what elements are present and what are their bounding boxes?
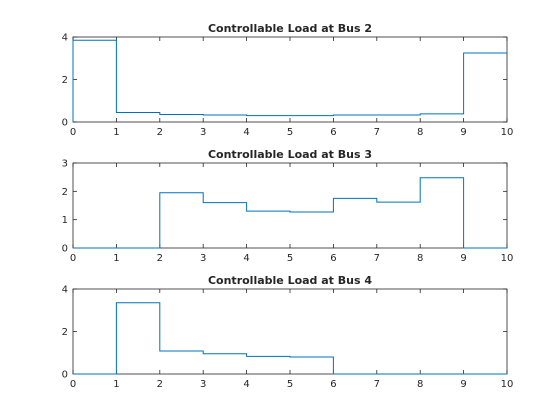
series-line-2 (73, 177, 507, 249)
x-tick-label-2-5: 5 (287, 253, 293, 264)
x-tick-label-1-1: 1 (113, 127, 119, 138)
x-tick-label-2-9: 9 (460, 253, 466, 264)
x-tick-label-2-8: 8 (417, 253, 423, 264)
y-tick-label-3-2: 2 (62, 327, 68, 338)
x-tick-label-2-3: 3 (200, 253, 206, 264)
x-tick-label-2-1: 1 (113, 253, 119, 264)
x-tick-label-3-9: 9 (460, 379, 466, 390)
x-tick-label-3-5: 5 (287, 379, 293, 390)
y-tick-label-2-1: 1 (62, 215, 68, 226)
x-tick-label-3-7: 7 (374, 379, 380, 390)
x-tick-label-1-5: 5 (287, 127, 293, 138)
y-tick-label-1-2: 2 (62, 75, 68, 86)
x-tick-label-2-7: 7 (374, 253, 380, 264)
chart-title-2: Controllable Load at Bus 3 (208, 148, 372, 161)
y-tick-label-3-4: 4 (62, 285, 68, 296)
x-tick-label-3-3: 3 (200, 379, 206, 390)
x-tick-label-2-10: 10 (501, 253, 514, 264)
x-tick-label-2-0: 0 (70, 253, 76, 264)
y-tick-label-3-0: 0 (62, 370, 68, 381)
x-tick-label-2-6: 6 (330, 253, 336, 264)
y-tick-label-2-2: 2 (62, 187, 68, 198)
chart-title-1: Controllable Load at Bus 2 (208, 22, 372, 35)
y-tick-label-2-0: 0 (62, 244, 68, 255)
x-tick-label-1-0: 0 (70, 127, 76, 138)
y-tick-label-2-3: 3 (62, 159, 68, 170)
series-line-1 (72, 39, 507, 122)
series-line-3 (73, 302, 507, 375)
x-tick-label-1-7: 7 (374, 127, 380, 138)
x-tick-label-1-3: 3 (200, 127, 206, 138)
x-tick-label-1-8: 8 (417, 127, 423, 138)
axes-box-1 (72, 36, 508, 123)
x-tick-label-3-8: 8 (417, 379, 423, 390)
x-tick-label-3-0: 0 (70, 379, 76, 390)
subplot-3: Controllable Load at Bus 4 0 1 2 3 4 5 6 7 8 9 10 0 2… (62, 274, 514, 390)
x-tick-label-1-6: 6 (330, 127, 336, 138)
x-tick-label-3-1: 1 (113, 379, 119, 390)
chart-title-3: Controllable Load at Bus 4 (208, 274, 372, 287)
x-tick-label-2-2: 2 (157, 253, 163, 264)
subplot-1: Controllable Load at Bus 2 0 1 2 3 4 5 6 7 8 9 10 0 2… (62, 22, 514, 138)
x-tick-label-3-4: 4 (243, 379, 249, 390)
x-tick-label-1-4: 4 (243, 127, 249, 138)
y-tick-label-1-0: 0 (62, 118, 68, 129)
axes-box-2 (72, 162, 508, 249)
y-tick-label-1-4: 4 (62, 33, 68, 44)
x-tick-label-1-10: 10 (501, 127, 514, 138)
x-tick-label-2-4: 4 (243, 253, 249, 264)
x-tick-label-3-2: 2 (157, 379, 163, 390)
x-tick-label-1-2: 2 (157, 127, 163, 138)
axes-box-3 (72, 288, 508, 375)
x-tick-label-1-9: 9 (460, 127, 466, 138)
x-tick-label-3-10: 10 (501, 379, 514, 390)
subplot-2: Controllable Load at Bus 3 0 1 2 3 4 5 6 7 8 9 10 0 1… (62, 148, 514, 264)
x-tick-label-3-6: 6 (330, 379, 336, 390)
